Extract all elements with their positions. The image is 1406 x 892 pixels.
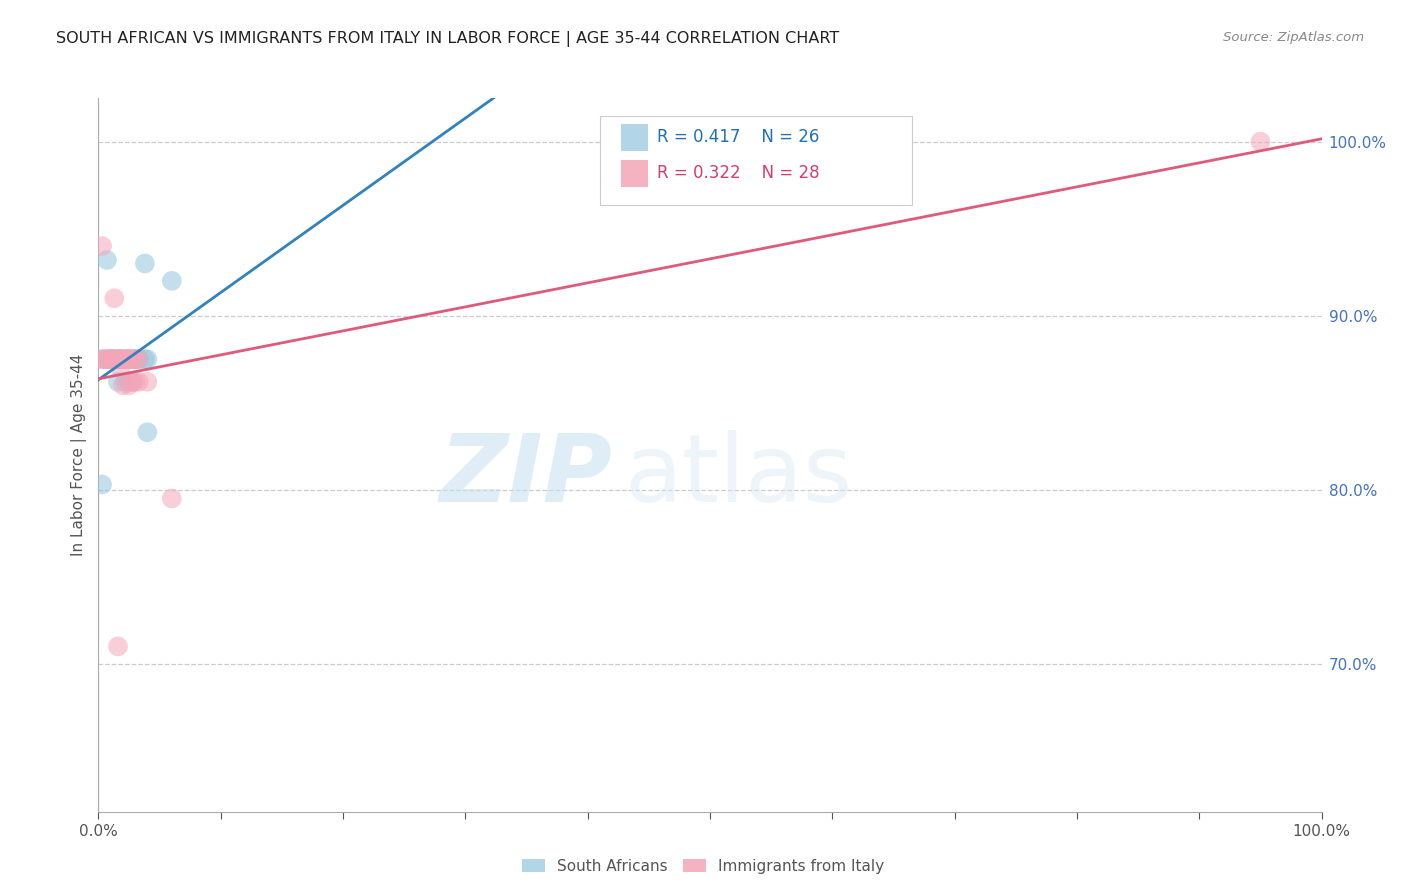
- Text: ZIP: ZIP: [439, 430, 612, 523]
- Point: [100, 352, 122, 367]
- Point: [136, 375, 159, 389]
- FancyBboxPatch shape: [620, 160, 648, 186]
- Point: [91, 352, 114, 367]
- Point: [110, 352, 132, 367]
- Point: [100, 352, 122, 367]
- Point: [94, 352, 117, 367]
- Point: [121, 375, 143, 389]
- Text: atlas: atlas: [624, 430, 852, 523]
- Point: [107, 640, 129, 654]
- Point: [134, 256, 156, 270]
- Point: [124, 375, 146, 389]
- Point: [103, 352, 125, 367]
- Point: [100, 352, 122, 367]
- Point: [114, 352, 136, 367]
- Point: [110, 352, 132, 367]
- Point: [107, 352, 129, 367]
- Point: [114, 352, 136, 367]
- Point: [103, 352, 125, 367]
- Point: [94, 352, 117, 367]
- Point: [91, 477, 114, 491]
- Point: [110, 352, 132, 367]
- Point: [97, 352, 120, 367]
- Point: [110, 352, 132, 367]
- Point: [118, 378, 141, 392]
- Point: [103, 291, 125, 305]
- Point: [121, 352, 143, 367]
- Point: [118, 352, 141, 367]
- Point: [136, 425, 159, 440]
- Text: Source: ZipAtlas.com: Source: ZipAtlas.com: [1223, 31, 1364, 45]
- FancyBboxPatch shape: [600, 116, 912, 205]
- Point: [134, 352, 156, 367]
- Legend: South Africans, Immigrants from Italy: South Africans, Immigrants from Italy: [516, 853, 890, 880]
- Point: [114, 352, 136, 367]
- Point: [128, 352, 150, 367]
- Point: [91, 352, 114, 367]
- Point: [118, 375, 141, 389]
- Point: [107, 352, 129, 367]
- Y-axis label: In Labor Force | Age 35-44: In Labor Force | Age 35-44: [72, 354, 87, 556]
- FancyBboxPatch shape: [620, 124, 648, 151]
- Point: [160, 491, 183, 506]
- Point: [160, 274, 183, 288]
- Text: R = 0.417    N = 26: R = 0.417 N = 26: [658, 128, 820, 146]
- Point: [124, 352, 146, 367]
- Point: [128, 375, 150, 389]
- Point: [121, 352, 143, 367]
- Point: [96, 252, 118, 267]
- Point: [1249, 135, 1271, 149]
- Point: [110, 360, 132, 375]
- Point: [128, 352, 150, 367]
- Point: [107, 375, 129, 389]
- Text: R = 0.322    N = 28: R = 0.322 N = 28: [658, 164, 820, 182]
- Point: [121, 375, 143, 389]
- Point: [118, 352, 141, 367]
- Point: [100, 352, 122, 367]
- Text: SOUTH AFRICAN VS IMMIGRANTS FROM ITALY IN LABOR FORCE | AGE 35-44 CORRELATION CH: SOUTH AFRICAN VS IMMIGRANTS FROM ITALY I…: [56, 31, 839, 47]
- Point: [114, 375, 136, 389]
- Point: [103, 352, 125, 367]
- Point: [124, 352, 146, 367]
- Point: [118, 352, 141, 367]
- Point: [91, 239, 114, 253]
- Point: [136, 352, 159, 367]
- Point: [111, 378, 134, 392]
- Point: [124, 352, 146, 367]
